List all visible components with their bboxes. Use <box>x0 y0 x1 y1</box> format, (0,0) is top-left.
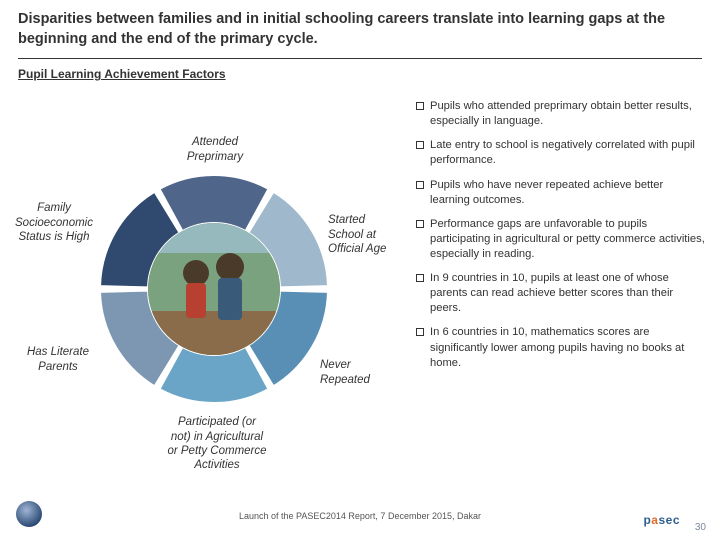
page-title: Disparities between families and in init… <box>18 10 702 49</box>
bullet-text: Pupils who have never repeated achieve b… <box>430 178 706 208</box>
bullet-item: Late entry to school is negatively corre… <box>416 138 706 168</box>
org-logo-icon <box>16 501 42 527</box>
bullet-text: In 9 countries in 10, pupils at least on… <box>430 271 706 316</box>
wheel-label-top: AttendedPreprimary <box>155 135 275 164</box>
bullet-text: In 6 countries in 10, mathematics scores… <box>430 325 706 370</box>
main-content: AttendedPreprimary StartedSchool atOffic… <box>0 83 720 513</box>
page-number: 30 <box>695 522 706 533</box>
bullet-marker-icon <box>416 141 424 149</box>
bullet-marker-icon <box>416 220 424 228</box>
bullet-marker-icon <box>416 274 424 282</box>
pasec-logo: pasec <box>643 513 680 527</box>
factor-wheel <box>100 175 328 403</box>
title-block: Disparities between families and in init… <box>0 0 720 55</box>
wheel-label-right: StartedSchool atOfficial Age <box>328 213 418 256</box>
bullet-item: In 6 countries in 10, mathematics scores… <box>416 325 706 370</box>
bullet-list: Pupils who attended preprimary obtain be… <box>416 99 706 380</box>
logo-letter: sec <box>658 513 680 527</box>
bullet-item: Performance gaps are unfavorable to pupi… <box>416 217 706 262</box>
wheel-label-bottom-right: NeverRepeated <box>320 358 400 387</box>
bullet-item: Pupils who have never repeated achieve b… <box>416 178 706 208</box>
bullet-marker-icon <box>416 102 424 110</box>
footer-text: Launch of the PASEC2014 Report, 7 Decemb… <box>239 511 481 521</box>
slide: Disparities between families and in init… <box>0 0 720 540</box>
section-subtitle: Pupil Learning Achievement Factors <box>0 59 720 83</box>
bullet-item: In 9 countries in 10, pupils at least on… <box>416 271 706 316</box>
bullet-text: Performance gaps are unfavorable to pupi… <box>430 217 706 262</box>
bullet-text: Pupils who attended preprimary obtain be… <box>430 99 706 129</box>
center-photo <box>148 223 280 355</box>
wheel-label-bottom: Participated (ornot) in Agriculturalor P… <box>142 415 292 473</box>
bullet-marker-icon <box>416 181 424 189</box>
wheel-label-bottom-left: Has LiterateParents <box>8 345 108 374</box>
bullet-item: Pupils who attended preprimary obtain be… <box>416 99 706 129</box>
footer: Launch of the PASEC2014 Report, 7 Decemb… <box>0 511 720 533</box>
bullet-marker-icon <box>416 328 424 336</box>
bullet-text: Late entry to school is negatively corre… <box>430 138 706 168</box>
wheel-segment <box>159 347 268 403</box>
wheel-label-left: FamilySocioeconomicStatus is High <box>0 201 108 244</box>
photo-placeholder <box>148 223 280 355</box>
